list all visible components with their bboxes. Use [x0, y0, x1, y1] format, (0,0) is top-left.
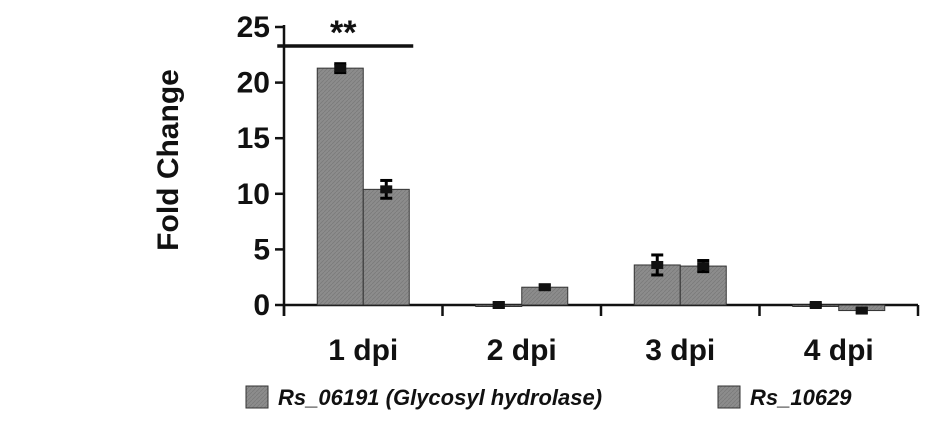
- mean-marker-0-2: [651, 260, 664, 269]
- x-tick-label-1: 2 dpi: [487, 334, 557, 367]
- legend: Rs_06191 (Glycosyl hydrolase) Rs_10629: [245, 385, 852, 410]
- legend-swatch-0: [245, 385, 269, 409]
- y-tick-label-5: 25: [237, 11, 270, 44]
- y-axis-title-group: Fold Change: [152, 69, 185, 251]
- mean-marker-0-0: [334, 64, 347, 73]
- y-tick-label-0: 0: [253, 289, 270, 322]
- plot-area: 0 5 10 15 20 25 1 dpi 2 dpi 3 dpi 4 dpi **: [237, 11, 920, 367]
- legend-swatch-1: [717, 385, 741, 409]
- bar-0-0: [316, 67, 364, 306]
- x-tick-label-2: 3 dpi: [645, 334, 715, 367]
- y-axis-title: Fold Change: [152, 69, 185, 251]
- y-tick-label-3: 15: [237, 122, 270, 155]
- x-tick-label-3: 4 dpi: [804, 334, 874, 367]
- mean-marker-1-2: [697, 262, 710, 271]
- mean-marker-0-1: [492, 301, 505, 309]
- mean-marker-0-3: [809, 301, 822, 309]
- legend-label-0: Rs_06191 (Glycosyl hydrolase): [278, 385, 602, 410]
- mean-marker-1-3: [855, 306, 868, 315]
- mean-marker-1-1: [538, 283, 551, 292]
- x-tick-label-0: 1 dpi: [328, 334, 398, 367]
- y-tick-label-1: 5: [253, 233, 270, 266]
- mean-marker-1-0: [380, 185, 393, 194]
- legend-label-1: Rs_10629: [750, 385, 852, 410]
- y-tick-label-2: 10: [237, 178, 270, 211]
- significance-label-0: **: [330, 14, 357, 52]
- bar-1-0: [362, 188, 410, 306]
- y-tick-label-4: 20: [237, 67, 270, 100]
